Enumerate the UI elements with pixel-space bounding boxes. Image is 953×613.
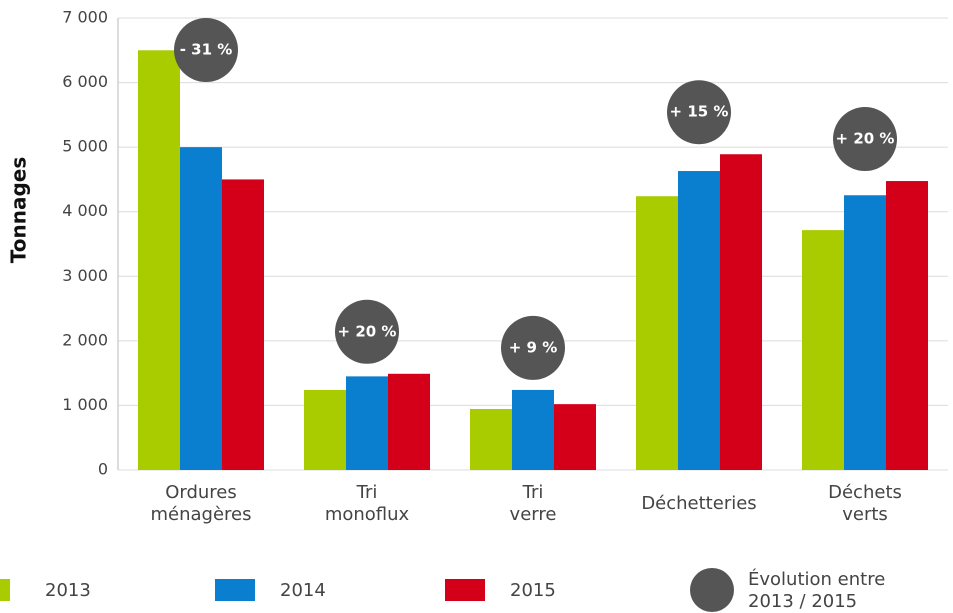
bar [636, 196, 678, 470]
page: Tonnages 0 1 000 2 000 3 000 4 000 5 000 6 000… [0, 0, 953, 613]
legend-label: 2015 [510, 580, 556, 601]
annotation-label: + 9 % [509, 338, 557, 356]
y-tick-label: 0 [98, 460, 108, 479]
legend-swatch [0, 579, 10, 601]
y-axis-label: Tonnages [7, 157, 31, 263]
bar [470, 409, 512, 470]
bar [304, 390, 346, 470]
bar [554, 404, 596, 470]
x-tick-label: Ordures ménagères [121, 482, 281, 526]
annotation-label: + 20 % [338, 322, 397, 340]
x-tick-label: Tri verre [453, 482, 613, 526]
y-tick-label: 3 000 [62, 266, 108, 285]
legend-label: 2013 [45, 580, 91, 601]
legend-label: Évolution entre [748, 568, 885, 590]
bar [844, 195, 886, 470]
x-tick-label: Déchetteries [619, 493, 779, 515]
legend-swatch [445, 579, 485, 601]
bar [180, 147, 222, 470]
bar [512, 390, 554, 470]
y-tick-label: 1 000 [62, 395, 108, 414]
bar [388, 374, 430, 470]
legend-swatch [215, 579, 255, 601]
bar [720, 154, 762, 470]
x-tick-label: Déchets verts [785, 482, 945, 526]
bar [886, 181, 928, 470]
legend-label: 2013 / 2015 [748, 591, 857, 612]
annotation-label: - 31 % [180, 41, 233, 59]
bar [138, 50, 180, 470]
y-tick-label: 2 000 [62, 330, 108, 349]
y-tick-label: 5 000 [62, 137, 108, 156]
bar [222, 179, 264, 470]
annotation-label: + 20 % [836, 130, 895, 148]
bar [346, 376, 388, 470]
legend-label: 2014 [280, 580, 326, 601]
bar [802, 230, 844, 470]
y-tick-label: 4 000 [62, 201, 108, 220]
annotation-label: + 15 % [670, 103, 729, 121]
y-tick-label: 6 000 [62, 72, 108, 91]
bar [678, 171, 720, 470]
y-tick-label: 7 000 [62, 8, 108, 27]
x-tick-label: Tri monoflux [287, 482, 447, 526]
legend-badge [690, 568, 734, 612]
